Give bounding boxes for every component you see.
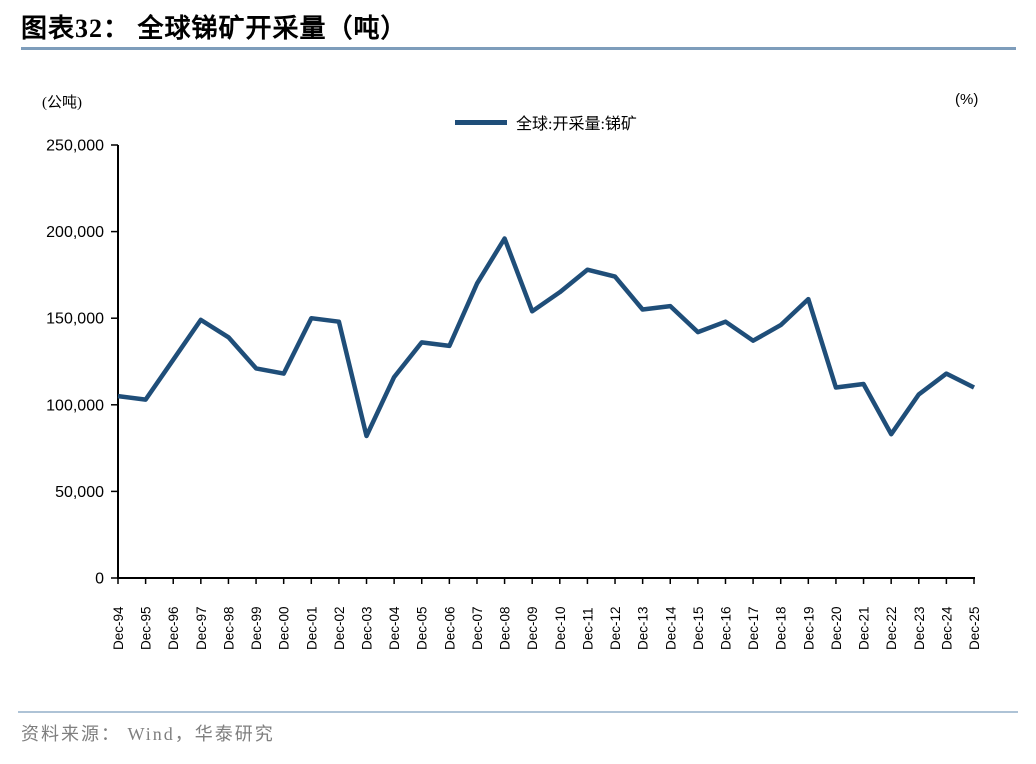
x-tick-label: Dec-25 [967,606,982,650]
x-tick-label: Dec-11 [580,607,595,650]
x-tick-label: Dec-19 [801,606,816,650]
data-line-series [117,236,976,439]
left-axis-unit-label: (公吨) [42,95,82,111]
title-divider [21,47,1016,50]
x-tick-label: Dec-22 [884,606,899,650]
right-axis-unit-label: (%) [955,91,979,108]
x-tick-label: Dec-18 [774,606,789,650]
legend-label: 全球:开采量:锑矿 [516,116,637,133]
y-tick-label: 100,000 [46,397,104,414]
x-tick-label: Dec-09 [525,606,540,650]
x-tick-label: Dec-05 [415,606,430,650]
y-tick-label: 250,000 [46,138,104,155]
x-tick-label: Dec-21 [857,606,872,650]
x-tick-label: Dec-99 [249,606,264,650]
x-tick-label: Dec-98 [221,606,236,650]
x-tick-label: Dec-13 [636,606,651,650]
x-tick-label: Dec-10 [553,606,568,650]
x-tick-label: Dec-12 [608,606,623,650]
x-tick-label: Dec-14 [663,606,678,650]
source-note: 资料来源： Wind，华泰研究 [21,724,275,744]
x-tick-label: Dec-08 [498,606,513,650]
x-tick-label: Dec-97 [194,606,209,650]
x-tick-label: Dec-15 [691,606,706,650]
page-title: 图表32： 全球锑矿开采量（吨） [21,14,408,43]
x-tick-label: Dec-23 [912,606,927,650]
x-tick-label: Dec-07 [470,606,485,650]
y-tick-label: 150,000 [46,311,104,328]
x-tick-label: Dec-24 [939,606,954,650]
x-tick-label: Dec-00 [277,606,292,650]
x-tick-label: Dec-95 [139,606,154,650]
x-tick-label: Dec-96 [166,606,181,650]
footer-divider [18,711,1018,713]
y-tick-label: 200,000 [46,224,104,241]
legend: 全球:开采量:锑矿 [455,110,637,134]
x-tick-label: Dec-02 [332,606,347,650]
x-tick-label: Dec-04 [387,606,402,650]
x-tick-label: Dec-20 [829,606,844,650]
y-tick-label: 0 [95,571,104,588]
x-tick-label: Dec-17 [746,606,761,650]
x-tick-label: Dec-01 [304,606,319,650]
x-tick-label: Dec-16 [718,606,733,650]
legend-line-swatch [455,119,507,125]
x-tick-label: Dec-03 [360,606,375,650]
x-tick-label: Dec-94 [111,606,126,650]
x-tick-label: Dec-06 [442,606,457,650]
y-tick-label: 50,000 [55,484,104,501]
